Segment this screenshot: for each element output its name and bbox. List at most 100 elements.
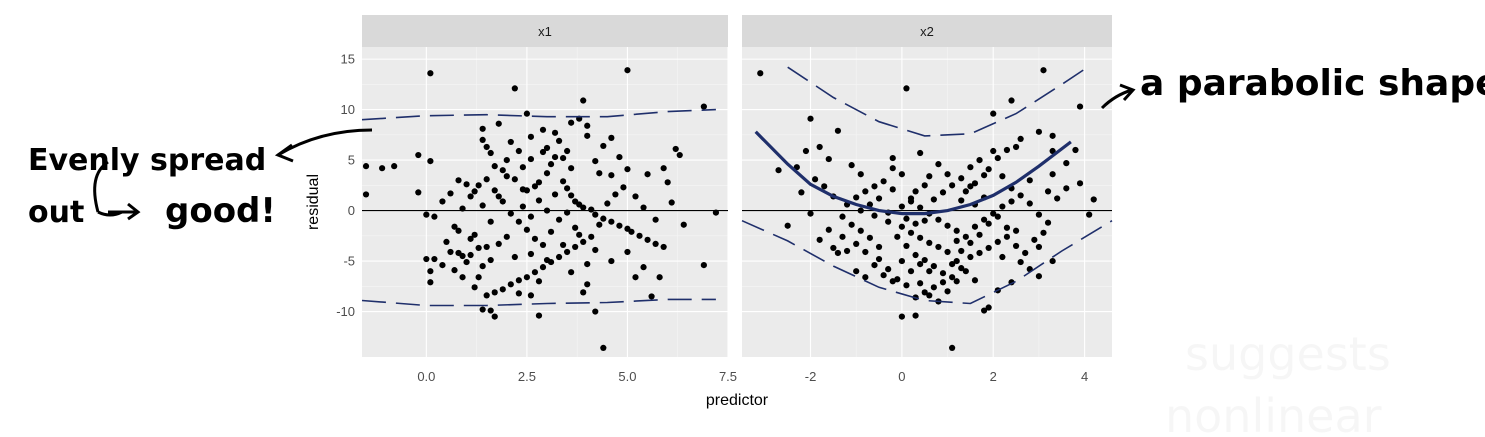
y-tick-label: 0	[348, 203, 355, 218]
data-point-x2	[939, 189, 947, 196]
data-point-x2	[889, 186, 896, 193]
data-point-x2	[930, 196, 937, 203]
data-point-x1	[499, 198, 506, 205]
data-point-x2	[821, 183, 828, 190]
x-tick-label-x1: 5.0	[618, 369, 636, 384]
data-point-x2	[1022, 249, 1029, 257]
data-point-x1	[527, 250, 535, 258]
data-point-x1	[584, 132, 591, 139]
data-point-x2	[958, 175, 965, 182]
data-point-x1	[531, 269, 539, 276]
data-point-x2	[990, 147, 997, 155]
data-point-x1	[568, 192, 575, 199]
data-point-x2	[949, 274, 956, 281]
data-point-x1	[628, 228, 635, 235]
data-point-x2	[875, 243, 883, 251]
faint-text-2: nonlinear	[1165, 389, 1382, 437]
data-point-x2	[926, 239, 933, 246]
data-point-x1	[568, 165, 575, 172]
data-point-x2	[830, 244, 837, 252]
facet-label-x1: x1	[538, 24, 552, 39]
data-point-x2	[857, 171, 864, 178]
data-point-x2	[912, 312, 919, 319]
data-point-x2	[903, 242, 910, 250]
data-point-x2	[889, 154, 896, 162]
data-point-x2	[816, 236, 823, 243]
data-point-x2	[994, 238, 1001, 245]
hand-drawn-arrow-right	[1100, 88, 1133, 110]
data-point-x2	[875, 255, 883, 263]
data-point-x1	[491, 313, 498, 320]
data-point-x1	[700, 262, 707, 269]
data-point-x1	[551, 129, 559, 136]
data-point-x2	[871, 183, 878, 190]
data-point-x2	[944, 222, 951, 229]
data-point-x1	[588, 206, 595, 213]
data-point-x2	[949, 182, 956, 189]
data-point-x2	[775, 167, 782, 174]
data-point-x1	[507, 210, 514, 217]
data-point-x1	[463, 258, 470, 266]
data-point-x2	[917, 234, 924, 241]
data-point-x1	[483, 176, 490, 183]
data-point-x2	[926, 268, 933, 275]
y-tick-label: -10	[336, 304, 355, 319]
data-point-x2	[907, 268, 915, 275]
x-axis-title: predictor	[706, 392, 769, 409]
data-point-x2	[1003, 233, 1011, 240]
data-point-x1	[572, 224, 579, 231]
data-point-x2	[862, 274, 869, 281]
data-point-x2	[935, 161, 942, 168]
data-point-x1	[431, 255, 438, 263]
data-point-x1	[495, 193, 502, 200]
hand-drawn-arrow-small	[108, 202, 141, 221]
data-point-x1	[564, 185, 571, 192]
data-point-x1	[479, 136, 486, 143]
data-point-x2	[926, 292, 933, 299]
data-point-x1	[427, 268, 434, 275]
data-point-x1	[580, 238, 587, 245]
data-point-x1	[543, 256, 551, 264]
facet-label-x2: x2	[920, 24, 934, 39]
data-point-x2	[1040, 67, 1047, 74]
data-point-x1	[640, 264, 647, 271]
right-note: a parabolic shape	[1140, 63, 1485, 104]
data-point-x2	[1049, 147, 1056, 155]
data-point-x1	[680, 221, 687, 228]
data-point-x2	[953, 257, 960, 265]
data-point-x2	[935, 216, 942, 223]
data-point-x1	[564, 248, 571, 256]
data-point-x1	[712, 209, 720, 216]
data-point-x1	[527, 213, 535, 220]
data-point-x2	[1040, 229, 1047, 236]
data-point-x2	[944, 171, 951, 178]
data-point-x2	[967, 239, 974, 246]
data-point-x1	[471, 188, 478, 195]
data-point-x2	[917, 204, 924, 211]
data-point-x2	[848, 162, 855, 169]
data-point-x1	[600, 344, 607, 352]
data-point-x1	[471, 284, 478, 291]
data-point-x2	[1086, 211, 1093, 218]
data-point-x2	[898, 223, 905, 230]
data-point-x2	[880, 272, 887, 279]
data-point-x2	[980, 172, 988, 179]
data-point-x1	[572, 243, 579, 251]
data-point-x2	[930, 263, 937, 270]
x-tick-label-x1: 7.5	[719, 369, 737, 384]
data-point-x1	[415, 151, 422, 159]
faint-text-1: suggests	[1185, 327, 1391, 381]
data-point-x2	[917, 149, 924, 157]
data-point-x2	[976, 249, 983, 257]
data-point-x2	[921, 289, 928, 296]
data-point-x1	[427, 158, 434, 165]
data-point-x2	[1012, 242, 1020, 250]
data-point-x1	[491, 187, 498, 194]
data-point-x2	[1063, 160, 1070, 167]
data-point-x1	[439, 262, 446, 269]
data-point-x1	[668, 199, 675, 206]
data-point-x2	[1063, 185, 1070, 192]
data-point-x1	[636, 232, 643, 239]
data-point-x2	[953, 227, 960, 234]
